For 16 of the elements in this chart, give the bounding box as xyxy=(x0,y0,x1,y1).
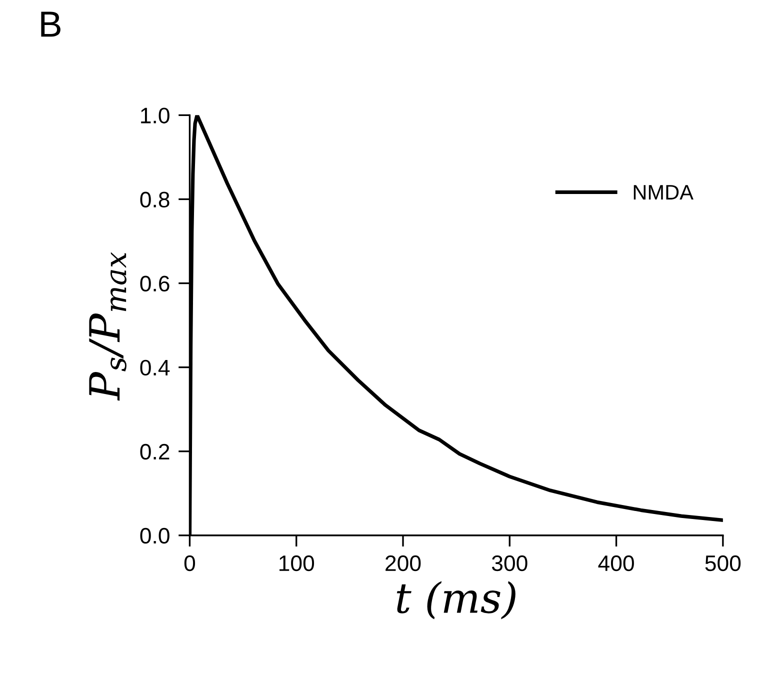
y-tick-label: 0.0 xyxy=(140,528,170,544)
y-tick-label: 0.8 xyxy=(140,192,170,208)
x-tick-label: 0 xyxy=(184,555,196,572)
y-tick-label: 0.2 xyxy=(140,444,170,460)
x-tick-label: 300 xyxy=(492,555,528,572)
y-tick-label: 0.6 xyxy=(140,276,170,292)
y-tick-label: 1.0 xyxy=(141,108,170,124)
x-tick-label: 500 xyxy=(705,555,741,572)
y-tick-label: 0.4 xyxy=(140,360,170,376)
legend-label: NMDA xyxy=(634,185,694,200)
chart-title: B xyxy=(41,12,60,37)
x-tick-label: 200 xyxy=(386,555,421,572)
x-tick-label: 400 xyxy=(598,555,634,572)
y-axis-title: P$_{s}$/P$_{max}$ xyxy=(89,252,126,401)
x-axis-title: t (ms) xyxy=(396,581,516,620)
x-tick-label: 100 xyxy=(280,555,314,572)
